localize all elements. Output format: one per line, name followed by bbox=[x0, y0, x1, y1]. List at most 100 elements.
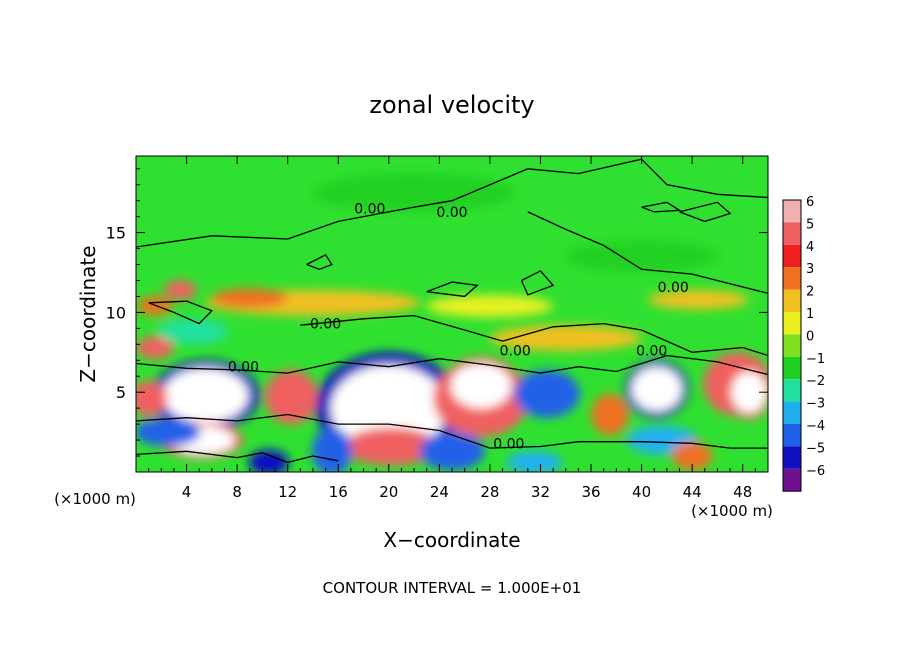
colorbar-swatch bbox=[783, 379, 801, 402]
field-blob bbox=[162, 368, 249, 423]
contour-label: 0.00 bbox=[636, 344, 667, 360]
colorbar-label: −2 bbox=[806, 374, 825, 389]
zero-contour-line bbox=[136, 158, 768, 248]
field-blob bbox=[211, 288, 288, 308]
contour-labels: 0.00 0.00 0.00 0.00 0.00 0.00 0.00 0.00 bbox=[228, 202, 689, 453]
colorbar-label: 0 bbox=[806, 329, 814, 344]
field-blob bbox=[419, 432, 485, 471]
colorbar-swatch bbox=[783, 334, 801, 357]
plot-area: 0.00 0.000.000.000.00 0.000.000.00 4 8 12 16 2… bbox=[106, 155, 769, 501]
colorbar-frame bbox=[782, 199, 802, 492]
zero-contour-line bbox=[641, 201, 682, 213]
colorbar-swatch bbox=[783, 401, 801, 424]
x-tick-label: 40 bbox=[632, 483, 651, 501]
field-blob bbox=[343, 427, 440, 466]
zero-contour-line bbox=[300, 314, 768, 357]
contour-label: 0.00 bbox=[310, 317, 341, 333]
y-axis-ticks: 5 10 15 bbox=[106, 168, 768, 457]
y-tick-label: 10 bbox=[106, 303, 126, 322]
field-blob bbox=[647, 290, 750, 310]
field-blob bbox=[248, 449, 289, 472]
colorbar-label: 6 bbox=[806, 195, 814, 210]
field-blob bbox=[311, 427, 353, 472]
contour-interval-note: CONTOUR INTERVAL = 1.000E+01 bbox=[323, 579, 582, 597]
colorbar-label: −4 bbox=[806, 419, 825, 434]
field-blob bbox=[312, 173, 516, 212]
zero-contour-line bbox=[527, 211, 768, 294]
field-blob bbox=[513, 369, 580, 418]
colorbar-swatch bbox=[783, 200, 801, 223]
colorbar-label: 5 bbox=[806, 217, 814, 232]
field-blob bbox=[163, 280, 197, 300]
zero-contour-line bbox=[306, 254, 333, 270]
x-tick-label: 24 bbox=[430, 483, 449, 501]
x-tick-label: 20 bbox=[379, 483, 398, 501]
field-blob bbox=[136, 336, 174, 359]
field-blob bbox=[136, 417, 201, 447]
colorbar: 6 5 4 3 2 1 0 −1 −2 −3 −4 −5 −6 bbox=[782, 195, 825, 492]
field-blob bbox=[450, 363, 512, 409]
zero-contour-line bbox=[148, 300, 213, 325]
field-blob bbox=[136, 381, 168, 417]
colorbar-label: 2 bbox=[806, 285, 814, 300]
x-tick-label: 8 bbox=[232, 483, 242, 501]
colorbar-swatch bbox=[783, 244, 801, 268]
colorbar-swatch bbox=[783, 289, 801, 312]
zero-contour-line bbox=[520, 270, 555, 296]
zero-contour-line bbox=[679, 201, 732, 223]
contour-label: 0.00 bbox=[658, 280, 689, 296]
colorbar-swatch bbox=[783, 446, 801, 469]
field-blob bbox=[157, 318, 229, 345]
x-tick-label: 48 bbox=[733, 483, 752, 501]
x-tick-label: 4 bbox=[182, 483, 192, 501]
y-tick-label: 15 bbox=[106, 224, 126, 243]
field-blob bbox=[426, 294, 554, 318]
field-blob bbox=[330, 365, 447, 452]
x-tick-label: 32 bbox=[531, 483, 550, 501]
velocity-field bbox=[136, 173, 768, 472]
colorbar-label: 1 bbox=[806, 307, 814, 322]
x-tick-label: 36 bbox=[581, 483, 600, 501]
colorbar-label: −1 bbox=[806, 352, 825, 367]
colorbar-label: −3 bbox=[806, 397, 825, 412]
x-axis-label: X−coordinate bbox=[383, 528, 520, 552]
colorbar-label: 4 bbox=[806, 240, 814, 255]
colorbar-swatch bbox=[783, 312, 801, 335]
contour-label: 0.00 bbox=[354, 202, 385, 218]
x-axis-ticks: 4 8 12 16 20 24 28 32 36 40 44 48 bbox=[148, 156, 756, 501]
x-tick-label: 16 bbox=[329, 483, 348, 501]
field-blob bbox=[264, 369, 319, 425]
field-blob bbox=[489, 325, 642, 351]
colorbar-swatch bbox=[783, 468, 801, 492]
x-tick-label: 28 bbox=[480, 483, 499, 501]
colorbar-label: −5 bbox=[806, 441, 825, 456]
zero-contour-line bbox=[136, 354, 768, 376]
colorbar-swatch bbox=[783, 267, 801, 290]
field-blob bbox=[565, 240, 718, 273]
zero-contour-line bbox=[136, 450, 339, 464]
zero-contours bbox=[136, 158, 768, 464]
x-tick-label: 44 bbox=[683, 483, 702, 501]
contour-label: 0.00 bbox=[500, 344, 531, 360]
x-unit-label-left: (×1000 m) bbox=[54, 490, 136, 508]
colorbar-label: −6 bbox=[806, 464, 825, 479]
zero-contour-line bbox=[136, 413, 768, 449]
field-blob bbox=[671, 441, 713, 471]
field-blob bbox=[137, 296, 173, 316]
zero-contour-line bbox=[426, 281, 479, 298]
field-blob bbox=[631, 366, 683, 412]
chart-title: zonal velocity bbox=[369, 91, 534, 119]
colorbar-label: 3 bbox=[806, 262, 814, 277]
colorbar-swatch bbox=[783, 424, 801, 447]
contour-label: 0.00 bbox=[228, 360, 259, 376]
x-unit-label-right: (×1000 m) bbox=[691, 502, 773, 520]
y-axis-label: Z−coordinate bbox=[76, 245, 100, 382]
field-blob bbox=[591, 393, 629, 436]
field-blob bbox=[731, 371, 767, 413]
y-tick-label: 5 bbox=[116, 383, 126, 402]
contour-label: 0.00 bbox=[493, 436, 524, 452]
colorbar-swatch bbox=[783, 222, 801, 245]
x-tick-label: 12 bbox=[278, 483, 297, 501]
contour-label: 0.00 bbox=[436, 205, 467, 221]
